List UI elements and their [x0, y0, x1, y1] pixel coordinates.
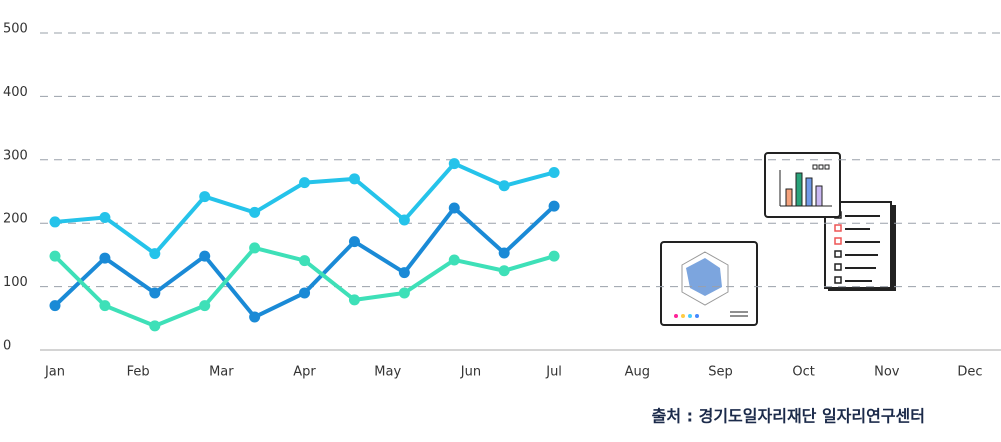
x-tick-label: Sep [708, 365, 733, 380]
data-point [249, 242, 261, 254]
data-point [448, 202, 460, 214]
data-point [548, 250, 560, 262]
data-point [49, 300, 61, 312]
x-tick-label: Oct [792, 365, 814, 380]
data-point [149, 320, 161, 332]
data-point [348, 236, 360, 248]
data-point [448, 254, 460, 266]
x-tick-label: Nov [874, 365, 900, 380]
y-tick-label: 200 [3, 212, 28, 227]
data-point [99, 211, 111, 223]
data-point [149, 248, 161, 260]
data-point [149, 287, 161, 299]
data-point [249, 311, 261, 323]
data-point [498, 247, 510, 259]
x-tick-label: Feb [127, 365, 150, 380]
data-point [99, 252, 111, 264]
data-point [49, 250, 61, 262]
data-point [299, 255, 311, 267]
data-point [348, 173, 360, 185]
y-tick-label: 500 [3, 22, 28, 37]
data-point [199, 191, 211, 203]
x-tick-label: Jan [44, 365, 65, 380]
y-tick-label: 0 [3, 339, 11, 354]
data-point [348, 294, 360, 306]
x-tick-label: Apr [293, 365, 316, 380]
data-point [498, 265, 510, 277]
y-tick-label: 300 [3, 148, 28, 163]
data-point [548, 200, 560, 212]
data-point [398, 214, 410, 226]
data-point [498, 180, 510, 192]
y-tick-label: 100 [3, 275, 28, 290]
data-point [199, 250, 211, 262]
data-point [398, 287, 410, 299]
x-tick-label: Mar [209, 365, 234, 380]
data-point [299, 177, 311, 189]
data-point [548, 166, 560, 178]
data-point [448, 158, 460, 170]
series-line [54, 161, 555, 256]
y-tick-label: 400 [3, 85, 28, 100]
data-point [249, 206, 261, 218]
data-point [398, 267, 410, 279]
x-tick-label: Jul [545, 365, 562, 380]
x-tick-label: Aug [625, 365, 650, 380]
x-tick-label: May [374, 365, 401, 380]
x-tick-label: Jun [460, 365, 481, 380]
radar-icon [660, 241, 758, 326]
checklist-icon [824, 201, 896, 291]
bar-chart-icon [764, 152, 841, 218]
data-point [299, 287, 311, 299]
source: 출처 : 경기도일자리재단 일자리연구센터 [652, 407, 925, 426]
data-point [99, 300, 111, 312]
x-tick-label: Dec [957, 365, 982, 380]
data-point [49, 216, 61, 228]
data-point [199, 300, 211, 312]
